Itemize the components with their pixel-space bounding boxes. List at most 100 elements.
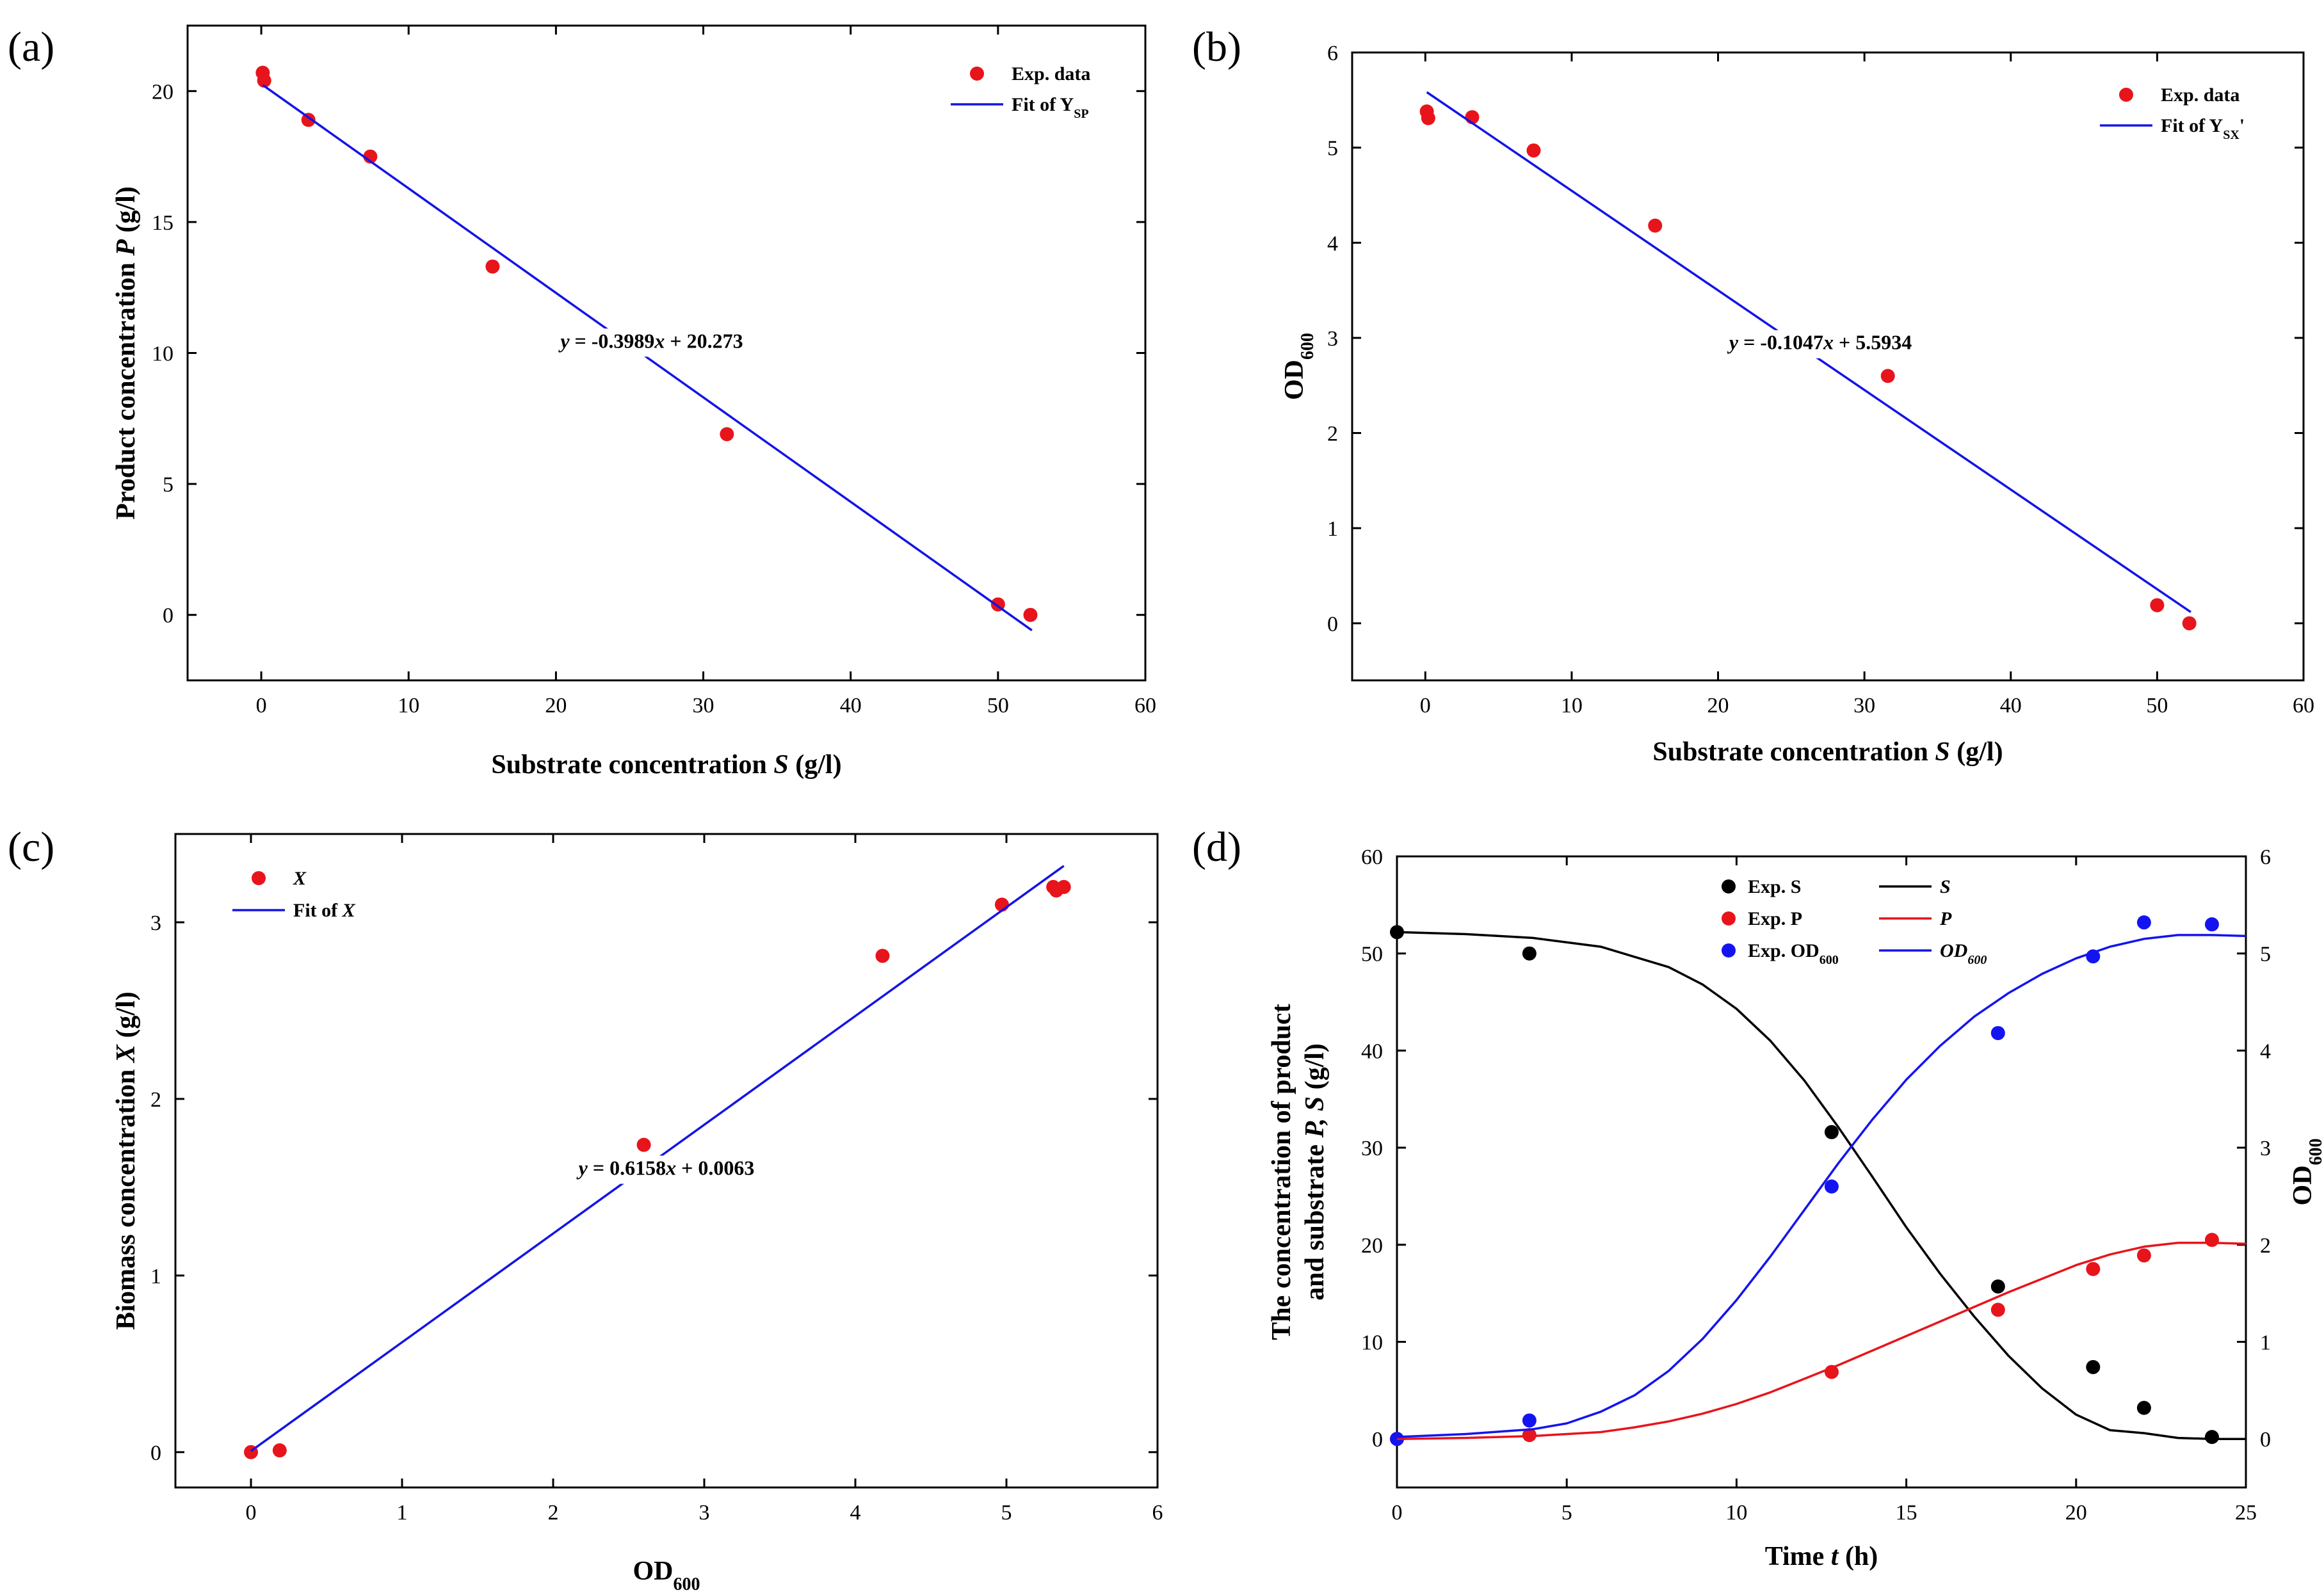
x-axis-label: Substrate concentration S (g/l) (1652, 737, 2003, 767)
x-tick-label: 0 (1420, 694, 1431, 717)
data-point-exp-data (301, 113, 316, 127)
panel-label-a: (a) (8, 24, 54, 70)
x-tick-label: 20 (2065, 1501, 2087, 1525)
legend-marker (1722, 879, 1736, 894)
x-tick-label: 40 (840, 694, 862, 717)
x-tick-label: 10 (1561, 694, 1583, 717)
x-tick-label: 1 (397, 1501, 408, 1525)
x-tick-label: 4 (850, 1501, 861, 1525)
y-tick-label: 6 (1327, 42, 1338, 65)
y-tick-label: 20 (1361, 1234, 1383, 1258)
x-tick-label: 30 (693, 694, 714, 717)
data-point-exp-od600 (2136, 915, 2151, 930)
data-point-exp-data (1526, 143, 1541, 158)
x-tick-label: 3 (699, 1501, 710, 1525)
x-tick-label: 20 (545, 694, 567, 717)
data-point-exp-data (485, 259, 500, 274)
data-point-exp-data (1880, 369, 1895, 383)
legend-label: Fit of YSP (1012, 94, 1089, 121)
fit-equation: y = -0.1047x + 5.5934 (1727, 331, 1912, 354)
data-point-exp-p (2136, 1248, 2151, 1263)
data-point-exp-p (2086, 1262, 2101, 1276)
x-tick-label: 0 (256, 694, 267, 717)
y-tick-label: 3 (1327, 327, 1338, 351)
legend: X Fit of X (232, 868, 356, 921)
legend: Exp. data Fit of YSP (951, 63, 1090, 121)
x-tick-label: 0 (246, 1501, 257, 1525)
fit-equation: y = -0.3989x + 20.273 (558, 329, 743, 352)
y-tick-label: 10 (152, 342, 173, 366)
y2-tick-label: 5 (2260, 943, 2271, 966)
legend-label: OD600 (1940, 940, 1987, 967)
legend-marker (1722, 943, 1736, 958)
x-tick-label: 50 (2146, 694, 2168, 717)
x-tick-label: 10 (398, 694, 419, 717)
y-tick-label: 40 (1361, 1039, 1383, 1063)
legend-marker (1722, 911, 1736, 926)
legend-label: Exp. S (1748, 876, 1801, 897)
model-curve-s (1396, 931, 2246, 1440)
legend-label: Exp. data (2161, 84, 2239, 106)
panel-c: (c) 0 1 2 3 4 5 6 0 1 2 3 OD600 Biomass concentration… (8, 824, 1163, 1594)
data-point-exp-s (2086, 1359, 2101, 1374)
legend-marker (970, 67, 984, 81)
x-tick-label: 60 (2293, 694, 2314, 717)
panel-b: (b) 0 10 20 30 40 50 60 0 1 2 3 4 5 6 Substrate concent… (1192, 24, 2314, 767)
legend-marker (252, 871, 266, 885)
legend-label: Exp. OD600 (1748, 940, 1839, 967)
legend-label: Fit of YSX' (2161, 115, 2245, 142)
y-tick-label: 20 (152, 80, 173, 104)
model-curve-p (1396, 1241, 2247, 1440)
y-tick-label: 3 (150, 911, 161, 935)
y-tick-label: 1 (150, 1265, 161, 1288)
y-tick-label: 10 (1361, 1331, 1383, 1354)
x-tick-label: 5 (1561, 1501, 1572, 1525)
data-point-exp-s (2136, 1400, 2151, 1415)
y-axis-label: OD600 (1280, 333, 1318, 400)
y-tick-label: 2 (150, 1088, 161, 1112)
y2-tick-label: 4 (2260, 1039, 2271, 1063)
y-tick-label: 2 (1327, 422, 1338, 446)
legend-label: X (293, 868, 307, 889)
equation-background (1705, 330, 1936, 358)
x-tick-label: 25 (2235, 1501, 2257, 1525)
data-point-x (1056, 879, 1071, 894)
y-tick-label: 30 (1361, 1137, 1383, 1160)
data-point-exp-data (1023, 607, 1038, 622)
data-point-exp-data (1421, 111, 1435, 125)
data-point-x (636, 1137, 651, 1152)
y-tick-label: 5 (163, 473, 173, 497)
legend: Exp. data Fit of YSX' (2100, 84, 2245, 142)
y-axis-label: Product concentration P (g/l) (111, 186, 141, 520)
model-curve-600od (1396, 934, 2247, 1438)
data-point-exp-s (1824, 1125, 1839, 1139)
x-axis-label: OD600 (633, 1557, 700, 1594)
panel-label-c: (c) (8, 824, 54, 870)
y2-tick-label: 3 (2260, 1137, 2271, 1160)
data-point-exp-data (2150, 598, 2165, 613)
legend-label: Fit of X (293, 900, 356, 921)
plot-frame (1396, 855, 2247, 1489)
x-tick-label: 20 (1707, 694, 1729, 717)
y-tick-label: 0 (1327, 613, 1338, 636)
y2-tick-label: 2 (2260, 1234, 2271, 1258)
data-point-exp-s (1990, 1279, 2005, 1294)
data-point-exp-p (2204, 1233, 2219, 1247)
equation-background (536, 328, 767, 357)
y-tick-label: 1 (1327, 517, 1338, 541)
panel-a: (a) 0 10 20 30 40 50 60 0 5 10 15 20 Substrate concen… (8, 24, 1156, 780)
x-tick-label: 5 (1001, 1501, 1012, 1525)
data-point-x (272, 1443, 287, 1458)
legend-label: S (1940, 876, 1951, 897)
x-tick-label: 15 (1896, 1501, 1917, 1525)
legend: Exp. S Exp. P Exp. OD600 SP OD600 (1722, 876, 1987, 967)
data-point-exp-data (257, 73, 271, 88)
y-tick-label: 50 (1361, 943, 1383, 966)
fit-equation: y = 0.6158x + 0.0063 (576, 1157, 755, 1180)
x-tick-label: 40 (2000, 694, 2022, 717)
data-point-exp-od600 (1990, 1026, 2005, 1041)
x-tick-label: 10 (1725, 1501, 1747, 1525)
legend-label: Exp. data (1012, 63, 1090, 84)
y-tick-label: 0 (1372, 1428, 1383, 1452)
